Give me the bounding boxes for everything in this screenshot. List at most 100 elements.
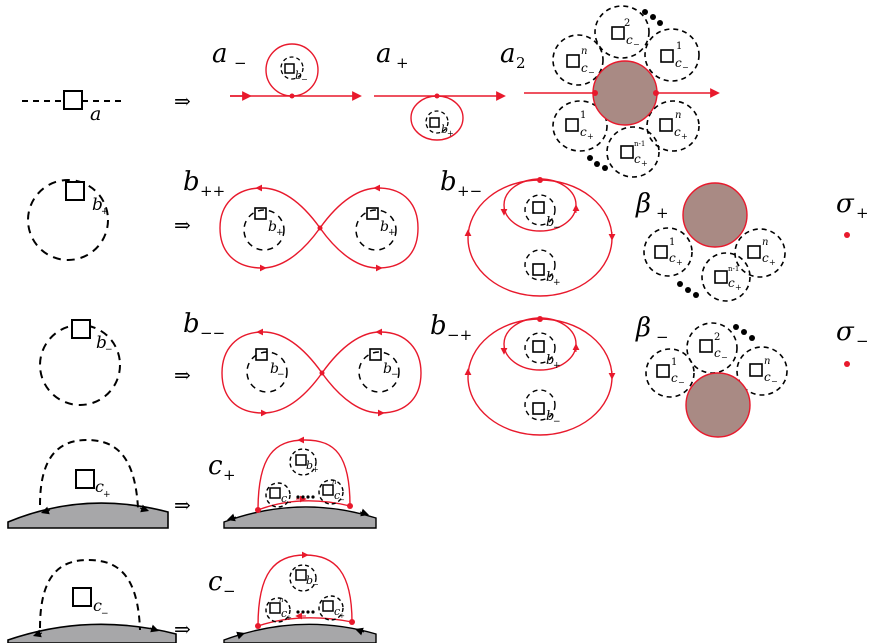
petal-sub: +	[676, 258, 683, 267]
petal-c2-minus: c 2 −	[699, 332, 728, 362]
box-label: b	[295, 69, 302, 82]
box-label: b	[96, 333, 107, 353]
diagram-sigma-plus: σ +	[836, 189, 869, 238]
petal-label: c	[669, 251, 676, 265]
petal-sup: 1	[676, 41, 682, 52]
box-label-sub: +	[286, 614, 292, 622]
diagram-label: a	[376, 39, 392, 69]
petal-label: c	[674, 125, 681, 139]
box-label-sub: −	[553, 223, 561, 233]
diagram-label-sub: +	[656, 204, 669, 222]
box-label-sub: +	[276, 228, 284, 238]
box-label: c	[334, 605, 340, 618]
box-label-sub: −	[312, 580, 319, 589]
petal-c1-minus: c 1 −	[656, 357, 685, 387]
petal-sup: n-1	[728, 265, 739, 273]
diagram-label-sub: −	[234, 54, 247, 72]
operator-box	[75, 469, 95, 489]
diagram-beta-minus: β − c 1 − c 2 − c n −	[635, 313, 788, 438]
diagram-label: β	[635, 189, 651, 219]
box-label: b	[268, 219, 277, 235]
diagram-label: β	[635, 313, 651, 343]
petal-sub: +	[681, 132, 688, 141]
implies-arrow: ⇒	[174, 363, 191, 387]
petal-sub: −	[678, 378, 685, 387]
petal-label: c	[714, 346, 721, 360]
petal-sup: n-1	[634, 140, 645, 148]
petal-sub: −	[771, 377, 778, 386]
diagram-sigma-minus: σ −	[836, 317, 869, 367]
petal-label: c	[581, 61, 588, 75]
box-label: b	[306, 574, 313, 587]
petal-sub: +	[587, 132, 594, 141]
implies-arrow: ⇒	[174, 89, 191, 113]
box-label: b	[546, 409, 554, 424]
box-label-sub: +	[339, 612, 345, 620]
petal-sup: n	[581, 46, 587, 57]
petal-c1-plus: c 1 +	[654, 237, 683, 267]
petal-sup: n	[675, 110, 681, 121]
box-label: b	[546, 353, 554, 368]
box-label-sub: +	[103, 490, 111, 500]
diagram-label-sub: +	[396, 54, 409, 72]
petal-label: c	[671, 371, 678, 385]
row-b-plus: b + ⇒ b ++ b + b + b +−	[27, 167, 869, 302]
diagram-a-minus: a − b −	[212, 39, 362, 101]
box-label-sub: −	[301, 75, 308, 84]
petal-label: c	[634, 152, 641, 166]
petal-cn-plus: c n +	[659, 110, 688, 141]
diagram-beta-plus: β + c 1 + c n + c n-1 +	[635, 182, 786, 302]
diagram-label-sub: −	[856, 332, 869, 350]
diagram-label-sub: +	[223, 466, 236, 484]
diagram-label-sub: 2	[516, 54, 526, 72]
petal-sub: −	[633, 40, 640, 49]
source-c-plus: c +	[7, 438, 169, 529]
diagram-label-sub: −	[656, 328, 669, 346]
petal-c1-plus: c 1 +	[565, 110, 594, 141]
box-label: b	[306, 459, 313, 472]
diagram-label-sub: ++	[200, 182, 225, 200]
diagram-label: b	[183, 167, 200, 197]
petal-sub: −	[588, 68, 595, 77]
petal-sub: −	[721, 353, 728, 362]
box-label: b	[546, 270, 554, 285]
petal-c2-minus: c 2 −	[611, 18, 640, 49]
box-label-sub: −	[286, 499, 292, 507]
row-c-plus: c + ⇒ c + b + c − c n	[7, 436, 377, 529]
petal-sup: n	[762, 237, 768, 248]
row-b-minus: b − ⇒ b −− b − b − b −+	[39, 309, 869, 438]
diagram-label: b	[183, 309, 200, 339]
petal-sub: +	[735, 283, 742, 292]
petal-label: c	[762, 251, 769, 265]
diagram-b-minus-minus: b −− b − b −	[183, 309, 422, 417]
petal-sub: +	[769, 258, 776, 267]
petal-label: c	[626, 33, 633, 47]
diagram-label-sub: +	[856, 204, 869, 222]
box-label-sub: +	[553, 361, 561, 371]
diagram-label: a	[500, 39, 516, 69]
box-label-sub: −	[277, 370, 285, 380]
petal-label: c	[728, 276, 735, 290]
box-label-sup: n	[332, 478, 337, 486]
petal-sup: 2	[714, 332, 720, 343]
box-label-sub: +	[553, 278, 561, 288]
diagram-a-plus: a + b +	[374, 39, 506, 141]
petal-label: c	[675, 56, 682, 70]
box-label: b	[270, 361, 279, 377]
petal-cn-minus: c n −	[566, 46, 595, 77]
box-label-sub: −	[339, 496, 345, 504]
petal-sup: 1	[669, 237, 675, 248]
box-label: c	[93, 596, 102, 615]
box-label-sub: +	[388, 228, 396, 238]
row-c-minus: c − ⇒ c − b − c n + c	[7, 551, 377, 643]
box-label: b	[92, 195, 103, 215]
box-label: c	[281, 492, 287, 505]
diagram-label-sub: −	[223, 582, 236, 600]
petal-sub: −	[682, 63, 689, 72]
box-label-sub: −	[553, 417, 561, 427]
box-label: b	[380, 219, 389, 235]
petal-sub: +	[641, 159, 648, 168]
diagram-c-plus: c + b + c − c n −	[208, 436, 377, 529]
petal-sup: n	[764, 356, 770, 367]
